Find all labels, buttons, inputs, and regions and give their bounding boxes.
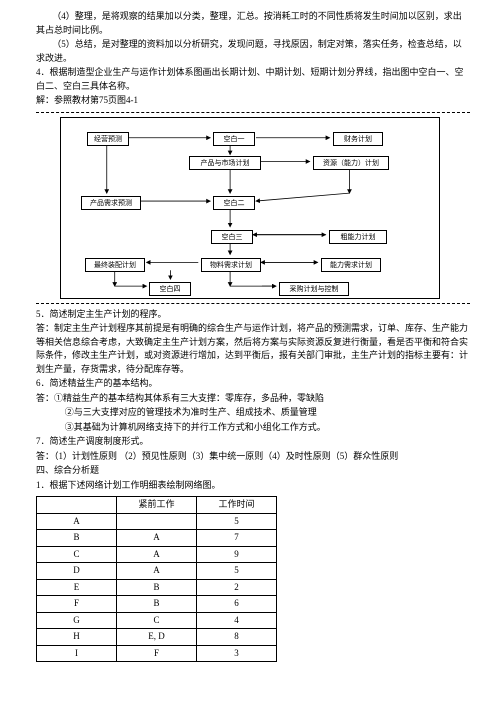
table-cell: E, D — [117, 629, 197, 646]
table-cell: 8 — [197, 629, 277, 646]
table-header-cell — [37, 497, 117, 514]
q5-title: 5．简述制定主生产计划的程序。 — [36, 308, 470, 322]
divider-bottom — [36, 303, 470, 304]
table-cell: F — [37, 596, 117, 613]
diagram-node: 空白四 — [149, 282, 191, 296]
table-row: IF3 — [37, 645, 277, 662]
q6-line3: ③其基础为计算机网络支持下的并行工作方式和小组化工作方式。 — [36, 421, 470, 435]
table-cell: 9 — [197, 546, 277, 563]
table-cell: 5 — [197, 513, 277, 530]
table-row: DA5 — [37, 563, 277, 580]
table-row: HE, D8 — [37, 629, 277, 646]
diagram-node: 空白三 — [211, 230, 253, 244]
table-header-cell: 工作时间 — [197, 497, 277, 514]
diagram-node: 产品需求预测 — [81, 196, 141, 210]
q7-answer: 答：（1）计划性原则 （2）预见性原则（3）集中统一原则（4）及时性原则（5）群… — [36, 450, 470, 464]
table-cell: E — [37, 579, 117, 596]
table-cell: 4 — [197, 612, 277, 629]
table-cell: D — [37, 563, 117, 580]
table-row: EB2 — [37, 579, 277, 596]
question-4: 4．根据制造型企业生产与运作计划体系图画出长期计划、中期计划、短期计划分界线，指… — [36, 66, 470, 93]
table-cell: 6 — [197, 596, 277, 613]
table-cell: H — [37, 629, 117, 646]
work-table: 紧前工作工作时间 A5BA7CA9DA5EB2FB6GC4HE, D8IF3 — [36, 496, 277, 662]
table-cell: B — [37, 530, 117, 547]
diagram-node: 空白一 — [213, 132, 255, 146]
diagram-node: 最终装配计划 — [85, 258, 145, 272]
q1-network: 1．根据下述网络计划工作明细表绘制网络图。 — [36, 479, 470, 493]
table-header-row: 紧前工作工作时间 — [37, 497, 277, 514]
section-title: 四、综合分析题 — [36, 464, 470, 478]
table-row: CA9 — [37, 546, 277, 563]
diagram-node: 粗能力计划 — [329, 230, 387, 244]
solve-ref: 解：参照教材第75页图4-1 — [36, 94, 470, 108]
table-cell: B — [117, 579, 197, 596]
table-cell: F — [117, 645, 197, 662]
table-cell: A — [117, 563, 197, 580]
work-table-wrap: 紧前工作工作时间 A5BA7CA9DA5EB2FB6GC4HE, D8IF3 — [36, 496, 470, 662]
q6-line2: ②与三大支撑对应的管理技术为准时生产、组成技术、质量管理 — [36, 406, 470, 420]
table-cell: C — [37, 546, 117, 563]
table-cell: C — [117, 612, 197, 629]
table-cell: 2 — [197, 579, 277, 596]
table-cell: G — [37, 612, 117, 629]
table-cell: B — [117, 596, 197, 613]
divider-top — [36, 112, 470, 113]
table-cell: 5 — [197, 563, 277, 580]
diagram-node: 产品与市场计划 — [189, 156, 261, 170]
para-5: （5）总结，是对整理的资料加以分析研究，发现问题，寻找原因，制定对策，落实任务，… — [36, 38, 470, 65]
diagram-node: 采购计划与控制 — [279, 282, 349, 296]
q5-answer: 答：制定主生产计划程序其前提是有明确的综合生产与运作计划，将产品的预测需求，订单… — [36, 322, 470, 376]
table-cell: A — [37, 513, 117, 530]
q6-line1: 答：①精益生产的基本结构其体系有三大支撑：零库存，多品种，零缺陷 — [36, 392, 470, 406]
table-cell: A — [117, 530, 197, 547]
table-row: A5 — [37, 513, 277, 530]
table-body: A5BA7CA9DA5EB2FB6GC4HE, D8IF3 — [37, 513, 277, 662]
diagram-container: 经营预测 空白一 财务计划产品与市场计划 资源（能力）计划产品需求预测 空白二空白三 粗能… — [60, 117, 440, 299]
diagram-node: 空白二 — [213, 196, 255, 210]
q6-title: 6．简述精益生产的基本结构。 — [36, 377, 470, 391]
diagram-node: 经营预测 — [87, 132, 129, 146]
diagram-node: 能力需求计划 — [321, 258, 381, 272]
table-row: FB6 — [37, 596, 277, 613]
table-cell — [117, 513, 197, 530]
table-row: GC4 — [37, 612, 277, 629]
diagram-node: 财务计划 — [333, 132, 383, 146]
diagram-node: 资源（能力）计划 — [313, 156, 389, 170]
diagram-node: 物料需求计划 — [201, 258, 261, 272]
table-row: BA7 — [37, 530, 277, 547]
table-cell: I — [37, 645, 117, 662]
table-header-cell: 紧前工作 — [117, 497, 197, 514]
q7-title: 7．简述生产调度制度形式。 — [36, 435, 470, 449]
table-cell: 7 — [197, 530, 277, 547]
table-cell: A — [117, 546, 197, 563]
para-4: （4）整理，是将观察的结果加以分类，整理，汇总。按消耗工时的不同性质将发生时间加… — [36, 10, 470, 37]
table-cell: 3 — [197, 645, 277, 662]
